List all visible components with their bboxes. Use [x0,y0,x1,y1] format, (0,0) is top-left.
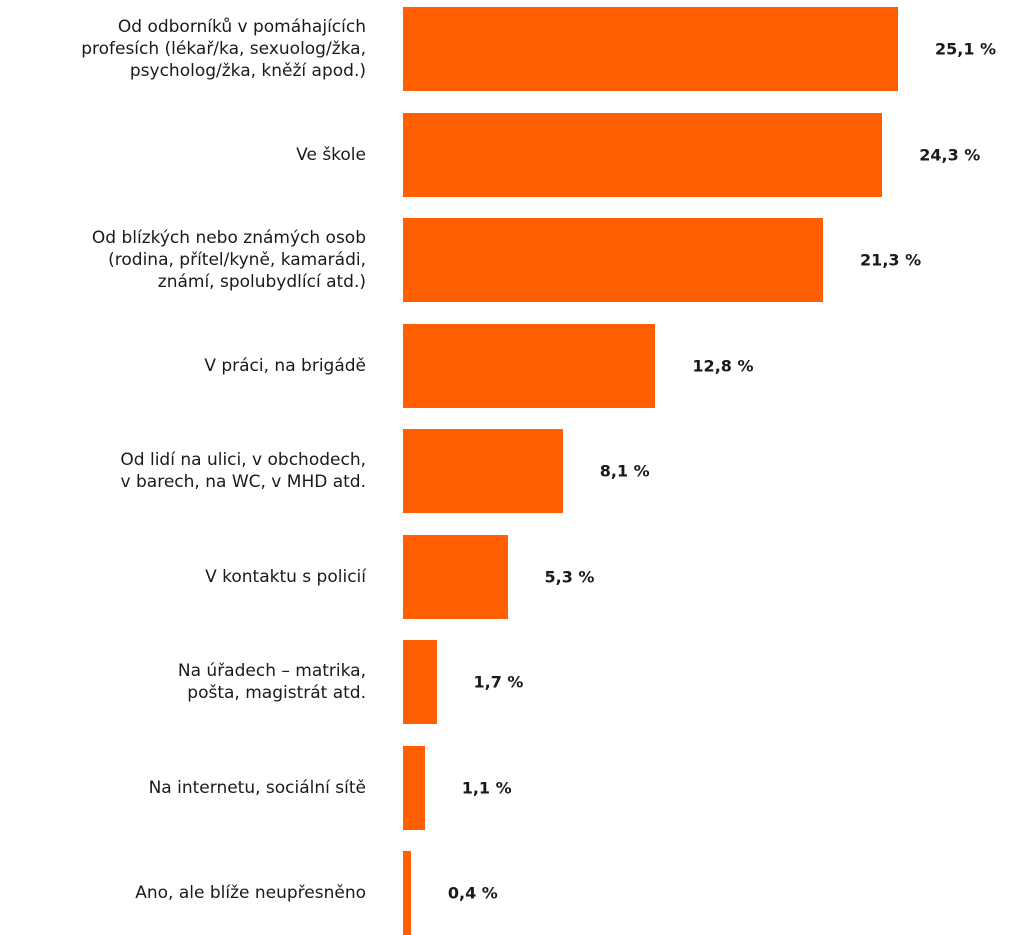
value-label: 24,3 % [919,145,981,164]
bar [403,534,508,619]
category-label: V kontaktu s policií [205,566,366,587]
category-label: Od blízkých nebo známých osob (rodina, p… [91,228,366,292]
value-label: 21,3 % [860,250,922,270]
bar [403,323,656,408]
value-label: 5,3 % [544,567,595,586]
bar [403,851,411,935]
category-label: Na úřadech – matrika, pošta, magistrát a… [177,661,366,703]
bar [403,112,883,197]
category-label: Od lidí na ulici, v obchodech, v barech,… [120,450,366,492]
bar [403,429,563,513]
category-label: V práci, na brigádě [204,355,366,376]
category-label: Ano, ale blíže neupřesněno [135,883,366,903]
value-label: 0,4 % [447,883,498,903]
value-label: 8,1 % [599,461,650,481]
category-label: Na internetu, sociální sítě [148,777,366,798]
value-label: 25,1 % [935,39,997,59]
bar [403,218,824,302]
value-label: 1,7 % [473,672,524,692]
bar [403,745,425,830]
category-label: Od odborníků v pomáhajících profesích (l… [81,17,366,81]
category-label: Ve škole [296,144,366,165]
bar [403,7,898,91]
bar [403,640,437,724]
value-label: 1,1 % [461,778,512,797]
value-label: 12,8 % [692,356,754,375]
